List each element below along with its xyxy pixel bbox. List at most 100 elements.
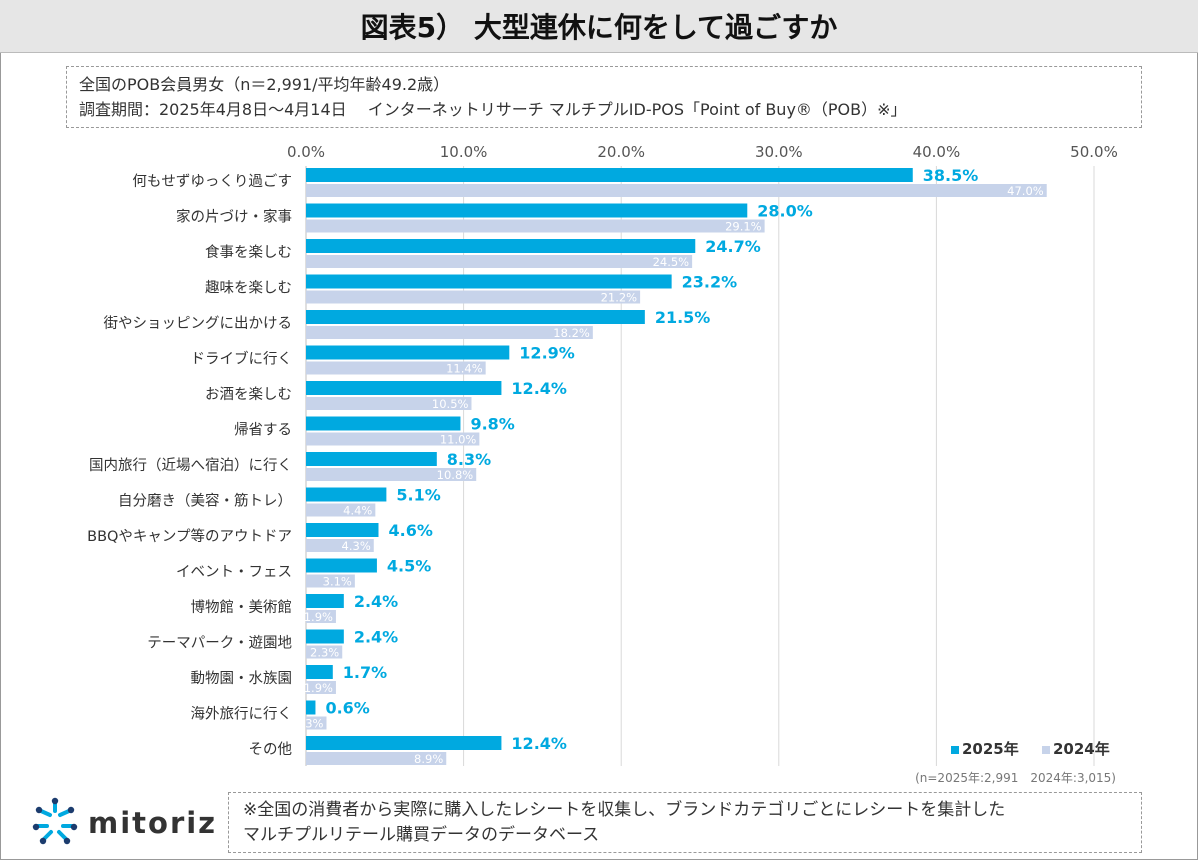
category-label: 趣味を楽しむ — [205, 280, 292, 297]
data-label-2024: 4.4% — [343, 504, 372, 518]
category-label: 動物園・水族園 — [191, 670, 293, 687]
x-tick-label: 40.0% — [913, 143, 961, 161]
bar-2025 — [306, 203, 748, 218]
x-tick-label: 30.0% — [755, 143, 803, 161]
bar-2025 — [306, 523, 379, 537]
data-label-2024: 3.1% — [323, 575, 352, 589]
legend-label-2025: 2025年 — [962, 740, 1019, 758]
bar-2025 — [306, 665, 333, 679]
data-label-2025: 24.7% — [705, 237, 761, 256]
data-label-2024: 24.5% — [653, 255, 690, 269]
category-label: 何もせずゆっくり過ごす — [132, 173, 292, 190]
data-label-2024: 21.2% — [601, 291, 638, 305]
data-label-2025: 21.5% — [655, 308, 711, 327]
survey-info-line-1: 全国のPOB会員男女（n＝2,991/平均年齢49.2歳） — [79, 75, 450, 94]
category-label: お酒を楽しむ — [205, 386, 292, 403]
category-label: 食事を楽しむ — [205, 244, 292, 261]
bar-2025 — [306, 345, 510, 360]
legend-swatch-2024 — [1042, 746, 1050, 754]
bar-2024 — [306, 574, 355, 588]
bar-2024 — [306, 610, 336, 623]
sample-size-note: (n=2025年:2,991 2024年:3,015) — [915, 771, 1116, 785]
bar-2024 — [306, 326, 593, 339]
bar-2024 — [306, 184, 1047, 197]
bar-2024 — [306, 752, 447, 765]
logo-wordmark: mitoriz — [88, 806, 218, 840]
bar-2025 — [306, 416, 461, 431]
bar-2025 — [306, 452, 437, 466]
category-label: 国内旅行（近場へ宿泊）に行く — [89, 457, 292, 474]
category-label: 帰省する — [234, 421, 292, 439]
data-label-2024: 10.8% — [437, 468, 474, 482]
bar-2024 — [306, 361, 486, 375]
bar-2025 — [306, 558, 377, 573]
data-label-2025: 4.6% — [388, 521, 432, 540]
bar-2024 — [306, 397, 472, 410]
data-label-2024: 10.5% — [432, 397, 469, 411]
data-label-2024: 1.3% — [294, 717, 323, 731]
x-tick-label: 50.0% — [1070, 143, 1118, 161]
bar-2024 — [306, 468, 477, 481]
bar-2025 — [306, 629, 344, 644]
data-label-2024: 47.0% — [1007, 184, 1044, 198]
data-label-2025: 1.7% — [343, 663, 387, 682]
bar-2024 — [306, 290, 641, 304]
data-label-2024: 11.0% — [440, 433, 477, 447]
bar-2024 — [306, 219, 765, 233]
x-tick-label: 10.0% — [440, 143, 488, 161]
category-label: その他 — [249, 741, 293, 758]
category-label: 博物館・美術館 — [191, 599, 293, 616]
data-label-2024: 4.3% — [342, 539, 371, 553]
data-label-2025: 38.5% — [923, 166, 979, 185]
bar-2024 — [306, 432, 480, 446]
title-bar: 図表5） 大型連休に何をして過ごすか — [0, 0, 1198, 53]
bar-2024 — [306, 503, 376, 517]
bar-2025 — [306, 381, 502, 395]
data-label-2025: 5.1% — [396, 486, 440, 505]
data-label-2025: 12.4% — [511, 734, 567, 753]
bar-2025 — [306, 239, 696, 253]
data-label-2025: 9.8% — [470, 415, 514, 434]
data-label-2025: 8.3% — [447, 450, 491, 469]
data-label-2024: 1.9% — [304, 681, 333, 695]
mitoriz-logo: mitoriz — [30, 796, 217, 850]
x-tick-label: 0.0% — [287, 143, 325, 161]
footnote-box: ※全国の消費者から実際に購入したレシートを収集し、ブランドカテゴリごとにレシート… — [228, 792, 1142, 853]
category-label: 海外旅行に行く — [191, 706, 293, 723]
bar-2024 — [306, 539, 374, 552]
data-label-2025: 28.0% — [757, 202, 813, 221]
mitoriz-star-logo-icon — [30, 796, 80, 850]
category-label: 街やショッピングに出かける — [104, 315, 293, 332]
bar-2024 — [306, 255, 693, 268]
footnote-line-1: ※全国の消費者から実際に購入したレシートを収集し、ブランドカテゴリごとにレシート… — [243, 800, 1006, 820]
data-label-2024: 1.9% — [304, 610, 333, 624]
bar-2025 — [306, 736, 502, 750]
data-label-2025: 2.4% — [354, 628, 398, 647]
data-label-2024: 11.4% — [446, 362, 483, 376]
survey-info-line-2: 調査期間：2025年4月8日～4月14日 インターネットリサーチ マルチプルID… — [79, 100, 907, 119]
category-label: テーマパーク・遊園地 — [147, 635, 292, 652]
bar-2025 — [306, 310, 645, 324]
category-label: ドライブに行く — [191, 350, 293, 368]
legend-label-2024: 2024年 — [1053, 740, 1110, 758]
data-label-2025: 12.4% — [511, 379, 567, 398]
bar-2025 — [306, 274, 672, 289]
bar-2024 — [306, 681, 336, 694]
bar-2025 — [306, 700, 316, 715]
data-label-2025: 12.9% — [519, 344, 575, 363]
survey-info-box: 全国のPOB会員男女（n＝2,991/平均年齢49.2歳） 調査期間：2025年… — [66, 66, 1142, 128]
data-label-2025: 0.6% — [325, 699, 369, 718]
bar-2025 — [306, 487, 387, 502]
data-label-2024: 18.2% — [553, 326, 590, 340]
data-label-2025: 4.5% — [387, 557, 431, 576]
data-label-2025: 23.2% — [682, 273, 738, 292]
data-label-2024: 2.3% — [310, 646, 339, 660]
bar-2024 — [306, 716, 327, 730]
category-label: BBQやキャンプ等のアウトドア — [87, 527, 292, 545]
data-label-2024: 29.1% — [725, 220, 762, 234]
category-label: 自分磨き（美容・筋トレ） — [118, 493, 292, 510]
data-label-2025: 2.4% — [354, 592, 398, 611]
figure-title: 図表5） 大型連休に何をして過ごすか — [360, 11, 838, 44]
category-label: 家の片づけ・家事 — [176, 209, 292, 226]
